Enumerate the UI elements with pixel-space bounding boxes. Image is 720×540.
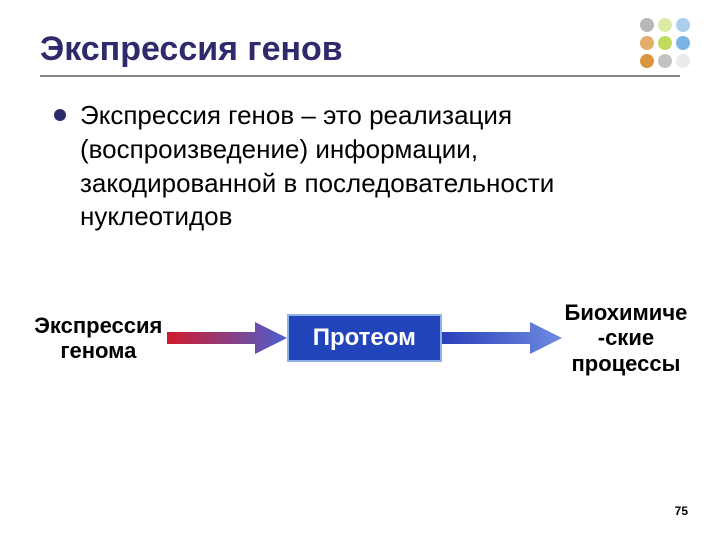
bullet-dot-icon <box>54 109 66 121</box>
logo-dot <box>676 18 690 32</box>
arrow-2 <box>442 320 562 356</box>
bullet-text: Экспрессия генов – это реализация (воспр… <box>80 99 640 234</box>
logo-dot <box>640 54 654 68</box>
logo-dot <box>676 36 690 50</box>
logo-dot <box>658 18 672 32</box>
logo-dot <box>640 36 654 50</box>
logo-dots <box>640 18 692 70</box>
slide: Экспрессия генов Экспрессия генов – это … <box>0 0 720 540</box>
logo-dot <box>658 54 672 68</box>
logo-dot <box>640 18 654 32</box>
page-number: 75 <box>675 504 688 518</box>
arrow-1 <box>167 320 287 356</box>
arrow-icon <box>442 320 562 356</box>
flow-node-center: Протеом <box>287 314 442 362</box>
page-title: Экспрессия генов <box>40 30 680 69</box>
logo-dot <box>658 36 672 50</box>
logo-dot <box>676 54 690 68</box>
title-underline <box>40 75 680 77</box>
flow-node-left: Экспрессия генома <box>30 313 167 364</box>
flow-diagram: Экспрессия генома Протеом <box>30 300 690 376</box>
bullet-item: Экспрессия генов – это реализация (воспр… <box>40 99 680 234</box>
arrow-icon <box>167 320 287 356</box>
flow-node-right: Биохимиче -ские процессы <box>562 300 690 376</box>
